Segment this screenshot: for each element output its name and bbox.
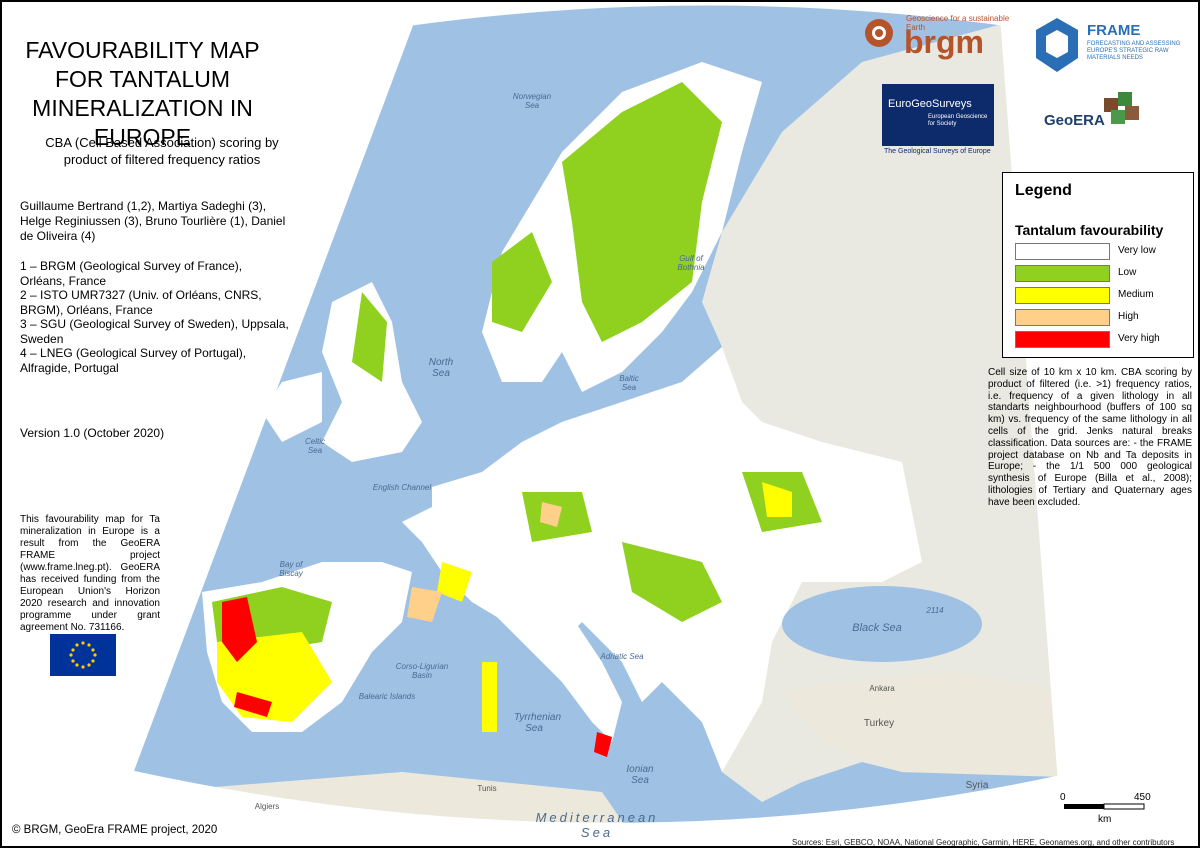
title: FAVOURABILITY MAP FOR TANTALUM MINERALIZ… xyxy=(25,37,260,150)
legend-swatch xyxy=(1015,243,1110,260)
version: Version 1.0 (October 2020) xyxy=(20,426,165,440)
legend-label: Medium xyxy=(1118,289,1154,300)
egs-logo: EuroGeoSurveys European Geoscience for S… xyxy=(882,84,994,146)
map-label: Norwegian Sea xyxy=(512,92,552,110)
authors: Guillaume Bertrand (1,2), Martiya Sadegh… xyxy=(20,199,286,243)
brgm-logo: Geoscience for a sustainable Earth brgm xyxy=(864,14,1014,64)
affiliation: 1 – BRGM (Geological Survey of France), … xyxy=(20,259,243,288)
map-label: Gulf of Bothnia xyxy=(677,254,705,272)
legend: Legend Tantalum favourability Very low Lo… xyxy=(1002,172,1194,358)
brgm-name: brgm xyxy=(904,24,984,60)
frame-tagline: FORECASTING AND ASSESSING EUROPE'S STRAT… xyxy=(1087,41,1181,61)
geoera-name: GeoERA xyxy=(1044,112,1105,129)
scale-end: 450 xyxy=(1134,792,1151,803)
egs-name: EuroGeoSurveys xyxy=(888,98,972,110)
map-label: Tyrrhenian Sea xyxy=(514,712,562,734)
land-turkey xyxy=(782,672,1059,777)
map-label: Tunis xyxy=(477,784,497,793)
map-label: Bay of Biscay xyxy=(279,560,303,578)
map-label: Balearic Islands xyxy=(358,692,416,701)
affiliation: 4 – LNEG (Geological Survey of Portugal)… xyxy=(20,346,247,375)
map-label: Ankara xyxy=(869,684,895,693)
affiliation: 2 – ISTO UMR7327 (Univ. of Orléans, CNRS… xyxy=(20,288,262,317)
map-label: Celtic Sea xyxy=(304,437,325,455)
frame-name: FRAME xyxy=(1087,22,1141,39)
map-label: Algiers xyxy=(254,802,280,811)
brgm-tagline: Geoscience for a sustainable Earth xyxy=(906,14,1010,32)
legend-item: Medium xyxy=(1015,287,1190,304)
map-label: English Channel xyxy=(372,483,432,492)
black-sea xyxy=(782,586,982,662)
copyright: © BRGM, GeoEra FRAME project, 2020 xyxy=(12,824,218,836)
map-label: Ionian Sea xyxy=(626,764,654,786)
map-label: Corso-Ligurian Basin xyxy=(395,662,449,680)
frame-logo: FRAME FORECASTING AND ASSESSING EUROPE'S… xyxy=(1032,16,1197,76)
legend-swatch xyxy=(1015,265,1110,282)
scale-unit: km xyxy=(1098,814,1112,825)
legend-swatch xyxy=(1015,331,1110,348)
map-frame xyxy=(129,2,1061,826)
note: Cell size of 10 km x 10 km. CBA scoring … xyxy=(988,367,1192,508)
legend-item: High xyxy=(1015,309,1190,326)
land-ireland xyxy=(262,372,322,442)
map-label: Baltic Sea xyxy=(619,374,639,392)
affiliations: 1 – BRGM (Geological Survey of France), … xyxy=(20,259,290,375)
scale-bar xyxy=(1064,803,1145,810)
map-label: 2114 xyxy=(926,606,944,615)
affiliation: 3 – SGU (Geological Survey of Sweden), U… xyxy=(20,317,289,346)
map-label: Adriatic Sea xyxy=(600,652,644,661)
sources: Sources: Esri, GEBCO, NOAA, National Geo… xyxy=(792,838,1175,847)
legend-swatch xyxy=(1015,309,1110,326)
land-africa xyxy=(152,772,642,825)
legend-item: Very low xyxy=(1015,243,1190,260)
legend-label: Very high xyxy=(1118,333,1160,344)
map-label: Mediterranean Sea xyxy=(535,810,659,840)
legend-subtitle: Tantalum favourability xyxy=(1015,222,1164,238)
legend-swatch xyxy=(1015,287,1110,304)
legend-label: Very low xyxy=(1118,245,1156,256)
legend-item: Low xyxy=(1015,265,1190,282)
very-high-patches xyxy=(222,597,612,757)
map-label: North Sea xyxy=(428,357,454,379)
map-label: Black Sea xyxy=(852,622,902,634)
subtitle: CBA (Cell Based Association) scoring by … xyxy=(45,135,279,167)
legend-label: Low xyxy=(1118,267,1137,278)
scale-start: 0 xyxy=(1060,792,1066,803)
eu-flag xyxy=(50,634,116,676)
map-label: Syria xyxy=(965,780,989,791)
legend-title: Legend xyxy=(1015,182,1072,199)
land-italy xyxy=(482,562,622,742)
funding: This favourability map for Ta mineraliza… xyxy=(20,514,160,633)
high-patches xyxy=(407,502,562,622)
map-label: Turkey xyxy=(863,718,895,729)
egs-footer: The Geological Surveys of Europe xyxy=(884,148,991,155)
legend-item: Very high xyxy=(1015,331,1190,348)
geoera-logo: GeoERA xyxy=(1044,88,1184,138)
legend-label: High xyxy=(1118,311,1139,322)
egs-tagline: European Geoscience for Society xyxy=(928,114,988,127)
